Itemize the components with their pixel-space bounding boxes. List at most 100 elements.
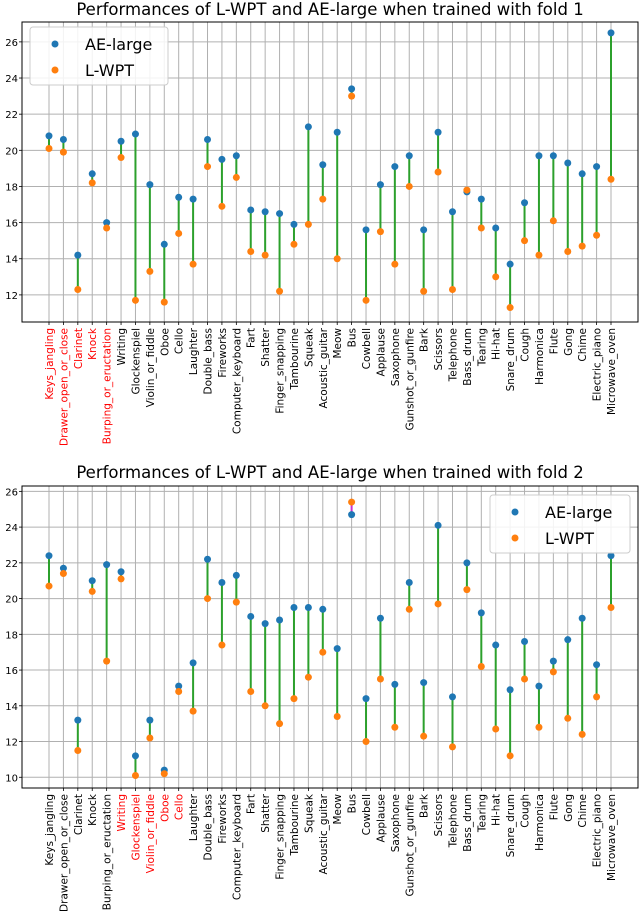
x-tick-label: Tearing (476, 794, 488, 833)
l-wpt-point (319, 195, 327, 203)
l-wpt-point (160, 298, 168, 306)
ae-large-point (362, 695, 370, 703)
l-wpt-point (175, 229, 183, 237)
l-wpt-point (348, 92, 356, 100)
l-wpt-point (506, 752, 514, 760)
x-tick-label: Bass_drum (462, 328, 474, 386)
ae-large-point (593, 163, 601, 171)
ae-large-point (564, 159, 572, 167)
y-tick-label: 16 (5, 666, 18, 677)
ae-large-point (218, 578, 226, 586)
ae-large-point (131, 130, 139, 138)
x-tick-label: Telephone (447, 328, 459, 382)
ae-large-point (348, 511, 356, 519)
x-tick-label: Squeak (303, 793, 315, 833)
l-wpt-point (45, 145, 53, 153)
y-tick-label: 20 (5, 595, 18, 606)
y-tick-label: 12 (5, 291, 18, 302)
ae-large-point (448, 693, 456, 701)
l-wpt-point (391, 260, 399, 268)
x-tick-label: Chime (577, 794, 589, 828)
y-tick-label: 18 (5, 630, 18, 641)
y-tick-label: 18 (5, 182, 18, 193)
plot-frame (21, 21, 639, 323)
x-tick-label: Scissors (433, 328, 445, 371)
y-tick-label: 26 (5, 38, 18, 49)
x-tick-label: Tambourine (289, 328, 301, 390)
l-wpt-point (535, 251, 543, 259)
x-tick-label: Cough (520, 794, 532, 828)
x-tick-label: Double_bass (203, 794, 215, 861)
ae-large-point (477, 195, 485, 203)
legend-marker-l-wpt (511, 534, 519, 542)
x-tick-label: Computer_keyboard (231, 794, 243, 900)
l-wpt-point (218, 641, 226, 649)
ae-large-point (434, 128, 442, 136)
l-wpt-point (593, 693, 601, 701)
l-wpt-point (232, 598, 240, 606)
x-tick-label: Oboe (159, 328, 171, 356)
ae-large-point (74, 251, 82, 259)
ae-large-point (535, 682, 543, 690)
ae-large-point (117, 568, 125, 576)
ae-large-point (304, 604, 312, 612)
ae-large-point (333, 128, 341, 136)
y-tick-label: 12 (5, 738, 18, 749)
ae-large-point (59, 135, 67, 143)
legend-marker-ae-large (511, 508, 519, 516)
ae-large-point (319, 161, 327, 169)
ae-large-point (232, 152, 240, 160)
l-wpt-point (578, 242, 586, 250)
x-tick-label: Gong (563, 794, 575, 822)
ae-large-point (175, 193, 183, 201)
x-tick-label: Knock (87, 793, 99, 826)
y-tick-label: 24 (5, 74, 18, 85)
x-tick-label: Flute (548, 794, 560, 820)
x-tick-label: Cello (174, 794, 186, 820)
l-wpt-point (492, 725, 500, 733)
l-wpt-point (376, 675, 384, 683)
x-tick-label: Chime (577, 328, 589, 362)
l-wpt-point (204, 595, 212, 603)
x-tick-label: Clarinet (73, 328, 85, 369)
x-tick-label: Bass_drum (462, 794, 474, 852)
x-tick-label: Finger_snapping (275, 328, 287, 414)
y-tick-label: 14 (5, 702, 18, 713)
l-wpt-point (131, 771, 139, 779)
l-wpt-point (160, 770, 168, 778)
x-tick-label: Double_bass (203, 328, 215, 395)
x-tick-label: Cough (520, 328, 532, 362)
x-tick-label: Harmonica (534, 328, 546, 385)
l-wpt-point (261, 702, 269, 710)
l-wpt-point (59, 148, 67, 156)
l-wpt-point (232, 173, 240, 181)
ae-large-point (535, 152, 543, 160)
x-tick-label: Microwave_oven (606, 794, 618, 881)
l-wpt-point (146, 734, 154, 742)
x-tick-label: Laughter (188, 327, 200, 375)
x-tick-label: Keys_jangling (44, 794, 56, 866)
ae-large-point (521, 199, 529, 207)
l-wpt-point (88, 587, 96, 595)
x-tick-label: Violin_or_fiddle (145, 794, 157, 873)
l-wpt-point (564, 714, 572, 722)
ae-large-point (261, 620, 269, 628)
ae-large-point (189, 195, 197, 203)
x-tick-label: Knock (87, 327, 99, 360)
ae-large-point (304, 123, 312, 131)
l-wpt-point (319, 648, 327, 656)
x-tick-label: Snare_drum (505, 794, 517, 857)
l-wpt-point (348, 498, 356, 506)
ae-large-point (376, 614, 384, 622)
l-wpt-point (578, 730, 586, 738)
l-wpt-point (405, 605, 413, 613)
ae-large-point (593, 661, 601, 669)
plot-frame (21, 485, 639, 789)
x-tick-label: Clarinet (73, 794, 85, 835)
l-wpt-point (218, 202, 226, 210)
chart-title: Performances of L-WPT and AE-large when … (76, 463, 583, 482)
legend-label: L-WPT (545, 529, 594, 548)
l-wpt-point (376, 228, 384, 236)
l-wpt-point (477, 224, 485, 232)
